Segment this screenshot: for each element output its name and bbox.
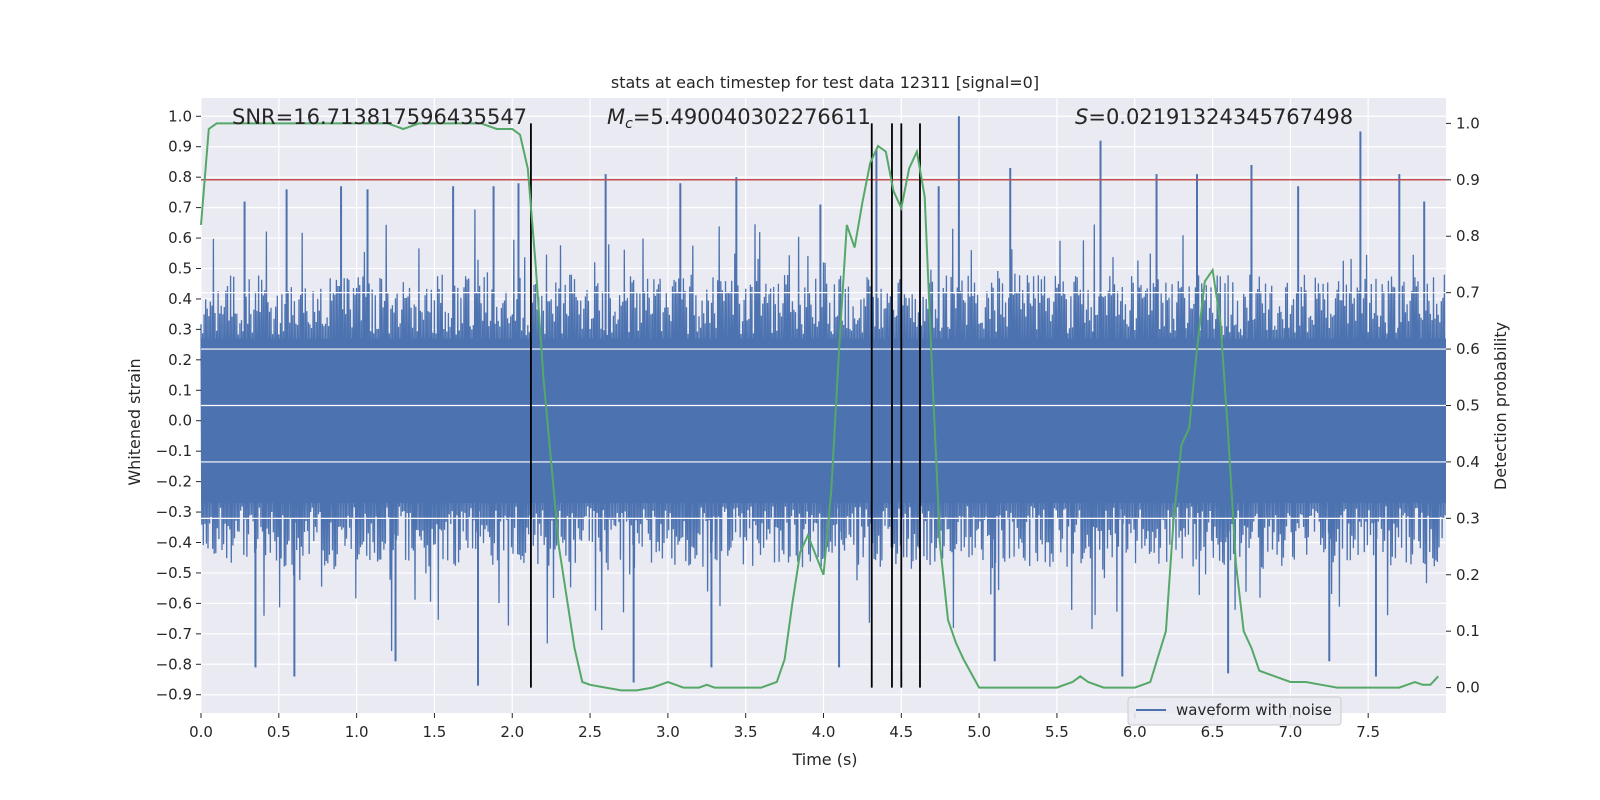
x-tick-label: 6.5 xyxy=(1201,723,1225,741)
probability-line xyxy=(200,122,1439,692)
mc-symbol: M xyxy=(607,105,625,129)
y2-tick-label: 0.6 xyxy=(1456,340,1480,358)
y2-tick-label: 0.0 xyxy=(1456,679,1480,697)
y2-tick-label: 0.2 xyxy=(1456,566,1480,584)
legend-box xyxy=(1127,696,1342,726)
x-tick-label: 5.0 xyxy=(967,723,991,741)
x-tick-label: 0.5 xyxy=(267,723,291,741)
s-value: =0.021913243457674​98 xyxy=(1088,105,1353,129)
probability-series xyxy=(200,122,1439,692)
y-axis-label: Whitened strain xyxy=(125,358,144,485)
y2-tick-label: 0.4 xyxy=(1456,453,1480,471)
y-tick-label: 0.9 xyxy=(168,138,192,156)
y-tick-label: −0.7 xyxy=(156,625,192,643)
x-tick-label: 4.5 xyxy=(889,723,913,741)
y-tick-label: 0.4 xyxy=(168,290,192,308)
y-tick-label: 0.7 xyxy=(168,199,192,217)
y-tick-label: 0.6 xyxy=(168,229,192,247)
x-tick-label: 2.5 xyxy=(578,723,602,741)
y2-tick-label: 0.3 xyxy=(1456,509,1480,527)
y-tick-label: 0.3 xyxy=(168,320,192,338)
y-tick-label: −0.4 xyxy=(156,534,192,552)
y-tick-label: 0.5 xyxy=(168,259,192,277)
x-tick-label: 6.0 xyxy=(1123,723,1147,741)
y-tick-label: −0.3 xyxy=(156,503,192,521)
y2-tick-label: 0.5 xyxy=(1456,397,1480,415)
y2-tick-label: 0.9 xyxy=(1456,171,1480,189)
x-tick-label: 3.5 xyxy=(734,723,758,741)
x-tick-label: 3.0 xyxy=(656,723,680,741)
y2-tick-label: 0.7 xyxy=(1456,284,1480,302)
x-axis-label: Time (s) xyxy=(791,750,857,769)
y-tick-label: 1.0 xyxy=(168,107,192,125)
x-tick-label: 4.0 xyxy=(812,723,836,741)
s-symbol: S xyxy=(1075,105,1088,129)
y-tick-label: 0.1 xyxy=(168,381,192,399)
y-tick-label: −0.9 xyxy=(156,686,192,704)
y2-tick-label: 0.1 xyxy=(1456,622,1480,640)
mc-subscript: c xyxy=(625,116,633,132)
y-tick-label: 0.2 xyxy=(168,351,192,369)
y-tick-label: 0.0 xyxy=(168,412,192,430)
y-tick-label: 0.8 xyxy=(168,168,192,186)
mc-annotation: Mc=5.490040302276611 xyxy=(607,105,871,132)
legend-entry-waveform: waveform with noise xyxy=(1176,701,1332,719)
y-tick-label: −0.8 xyxy=(156,655,192,673)
mc-value: =5.490040302276611 xyxy=(633,105,871,129)
y2-axis-label: Detection probability xyxy=(1491,322,1510,490)
snr-annotation: SNR=16.713817596435547 xyxy=(232,105,527,129)
waveform-core xyxy=(201,338,1446,503)
y-tick-label: −0.6 xyxy=(156,594,192,612)
x-tick-label: 5.5 xyxy=(1045,723,1069,741)
y2-tick-label: 1.0 xyxy=(1456,114,1480,132)
x-tick-label: 7.0 xyxy=(1278,723,1302,741)
x-tick-label: 7.5 xyxy=(1356,723,1380,741)
waveform-series xyxy=(200,116,1446,686)
y-tick-label: −0.1 xyxy=(156,442,192,460)
x-tick-label: 1.5 xyxy=(423,723,447,741)
x-tick-label: 1.0 xyxy=(345,723,369,741)
y-tick-label: −0.2 xyxy=(156,473,192,491)
y-tick-label: −0.5 xyxy=(156,564,192,582)
y2-tick-label: 0.8 xyxy=(1456,227,1480,245)
chart-title: stats at each timestep for test data 123… xyxy=(611,73,1039,92)
x-tick-label: 2.0 xyxy=(500,723,524,741)
tick-labels: 0.0 0.5 1.0 1.5 2.0 2.5 3.0 3.5 4.0 4.5 5.0 5.5 6.0 6… xyxy=(156,107,1480,741)
legend: waveform with noise xyxy=(1127,696,1342,726)
x-tick-label: 0.0 xyxy=(189,723,213,741)
s-annotation: S=0.021913243457674​98 xyxy=(1075,105,1353,129)
